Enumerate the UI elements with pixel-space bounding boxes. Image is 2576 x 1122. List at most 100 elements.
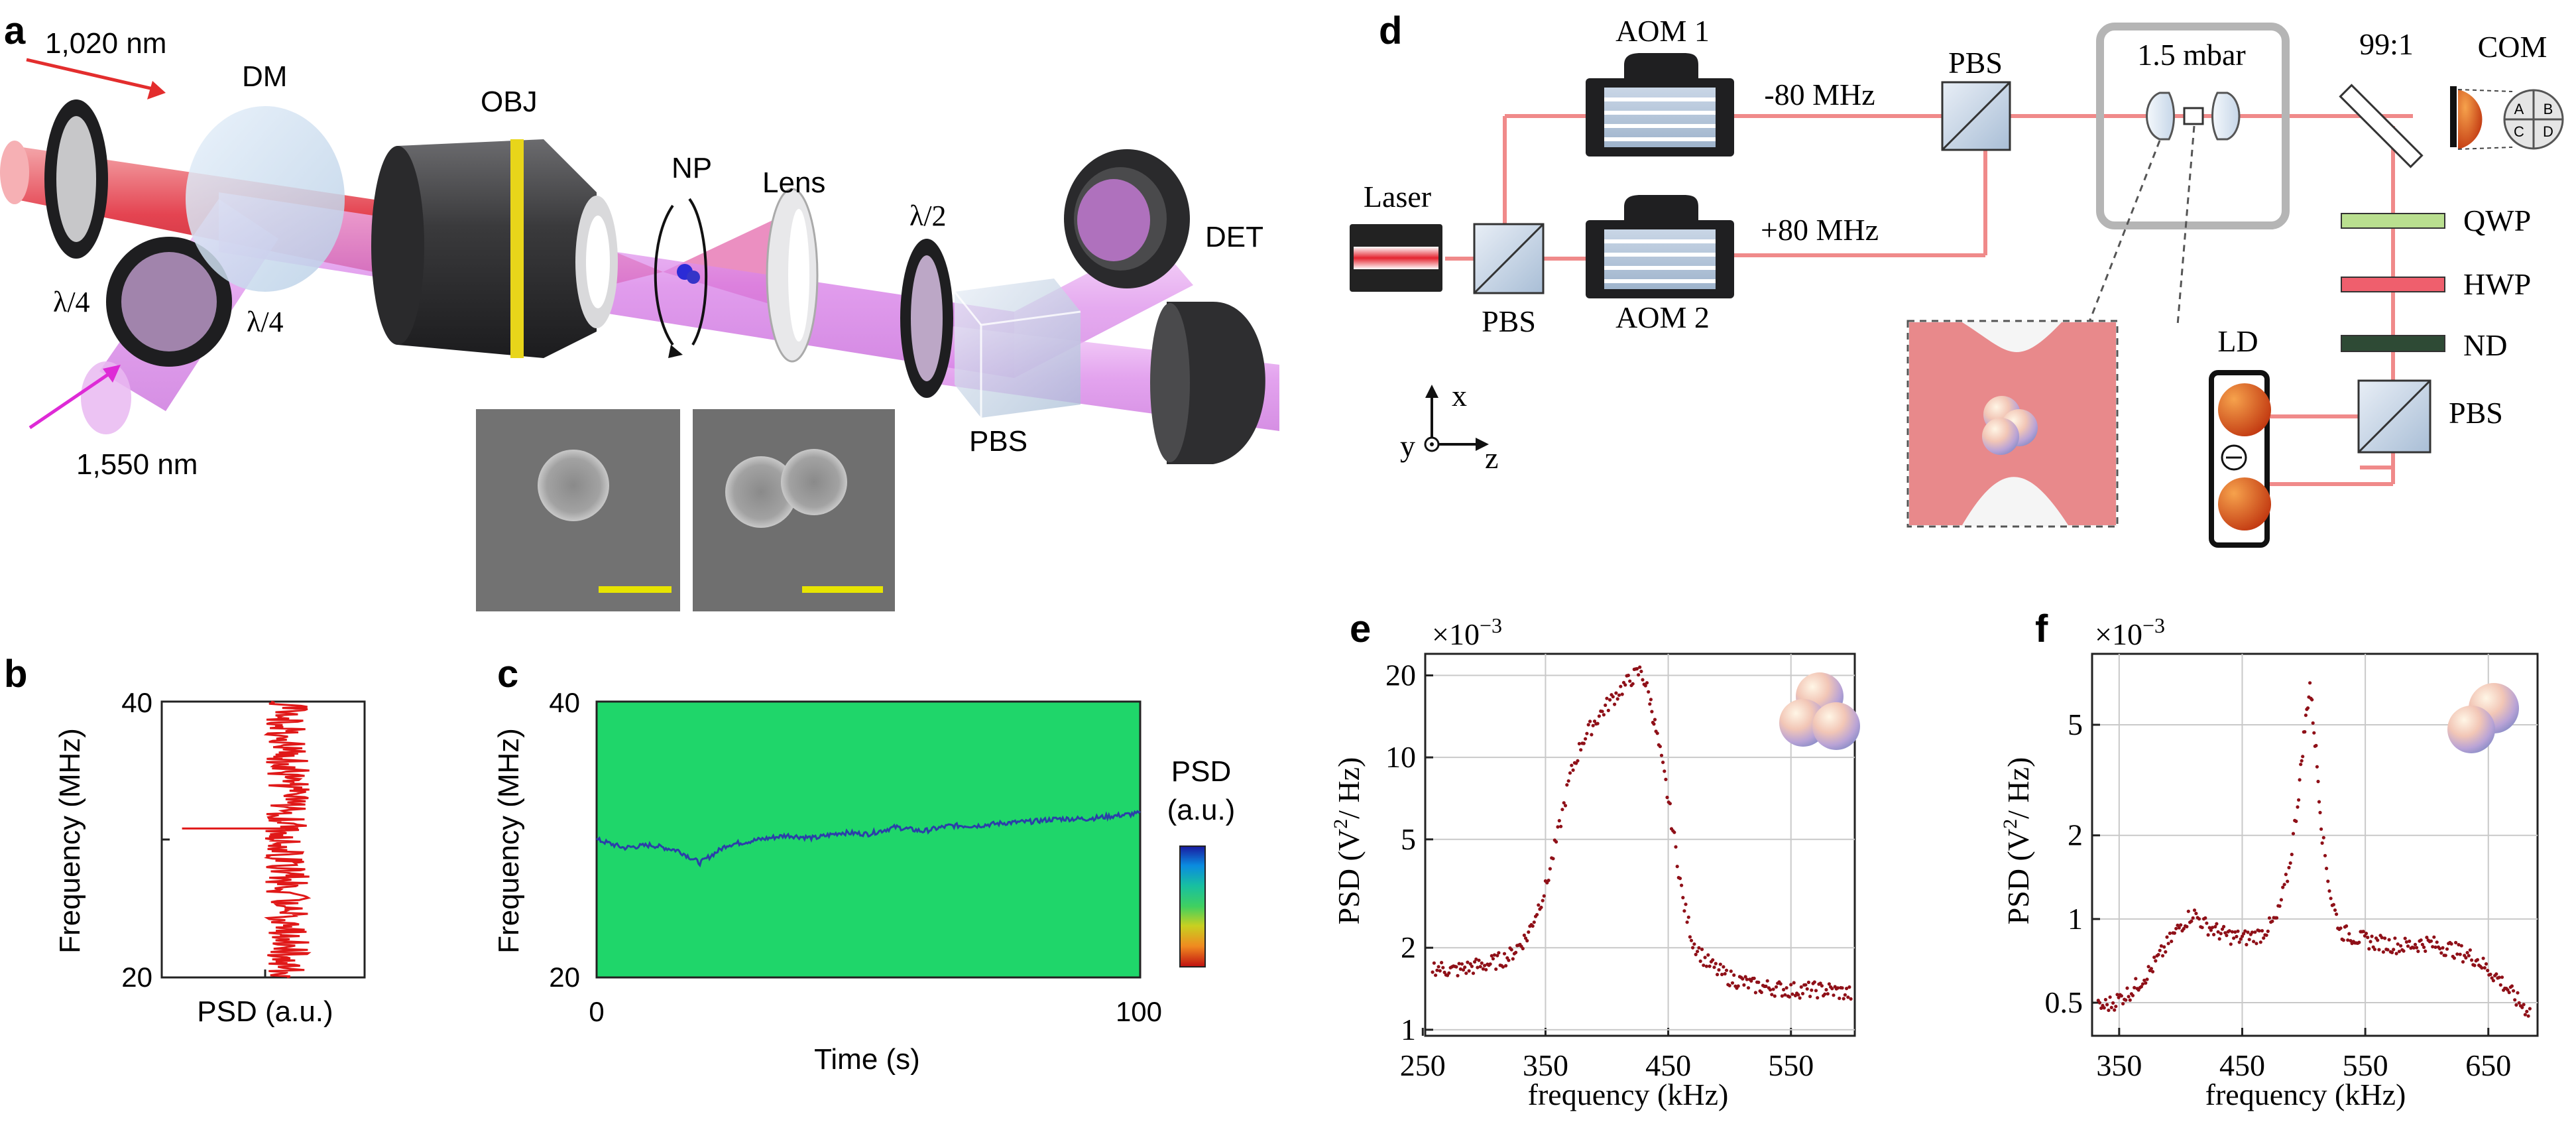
data-point <box>2186 909 2190 913</box>
panel-c-frequency-trace <box>596 810 1142 868</box>
dichroic-mirror <box>186 106 345 292</box>
data-point <box>2250 930 2254 934</box>
data-point <box>1605 696 1609 700</box>
data-point <box>1478 965 1482 969</box>
data-point <box>2525 1009 2529 1013</box>
data-point <box>2377 948 2381 952</box>
data-point <box>2520 1005 2524 1009</box>
sem-inset-single <box>476 409 680 611</box>
y-tick-label: 0.5 <box>2045 985 2083 1019</box>
data-point <box>1694 952 1698 956</box>
data-point <box>1678 877 1682 881</box>
data-point <box>1483 964 1487 967</box>
x-tick-label: 450 <box>1645 1048 1691 1082</box>
data-point <box>1501 965 1505 969</box>
data-point <box>1611 695 1615 699</box>
data-point <box>1597 714 1601 718</box>
data-point <box>1619 684 1623 688</box>
data-point <box>2514 1003 2518 1007</box>
data-point <box>1570 763 1574 767</box>
data-point <box>2246 930 2250 934</box>
data-point <box>2376 938 2380 942</box>
data-point <box>2517 1001 2521 1005</box>
data-point <box>2390 950 2394 954</box>
data-point <box>2523 1013 2527 1017</box>
data-point <box>1743 975 1747 979</box>
data-point <box>1840 986 1844 990</box>
data-point <box>1626 673 1630 678</box>
data-point <box>1579 748 1583 752</box>
data-point <box>1785 986 1788 990</box>
data-point <box>1702 964 1706 967</box>
ld-balanced-detector <box>2209 370 2271 548</box>
x-tick-label: 250 <box>1400 1048 1446 1082</box>
data-point <box>2164 950 2168 954</box>
label-pbs-top: PBS <box>1948 46 2003 80</box>
data-point <box>1441 966 1445 969</box>
data-point <box>1457 962 1461 966</box>
rotation-frequency-line <box>596 810 1142 868</box>
data-point <box>2304 714 2308 717</box>
data-point <box>1527 930 1531 934</box>
data-point <box>1620 692 1624 696</box>
data-point <box>1718 962 1722 966</box>
data-point <box>2366 936 2370 940</box>
coordinate-axes <box>1424 385 1489 452</box>
data-point <box>1661 761 1665 765</box>
data-point <box>1729 969 1733 973</box>
data-point <box>1470 964 1474 968</box>
data-point <box>1826 992 1830 996</box>
y-tick-label: 2 <box>2068 818 2083 852</box>
panel-e-multiplier: ×10−3 <box>1432 613 1502 651</box>
colorbar-label-au: (a.u.) <box>1167 794 1236 826</box>
data-point <box>1816 996 1820 1000</box>
data-point <box>2223 931 2227 935</box>
data-point <box>1614 691 1618 695</box>
data-point <box>1680 883 1684 887</box>
colorbar-label-psd: PSD <box>1171 755 1231 788</box>
data-point <box>2297 798 2301 802</box>
data-point <box>1723 971 1727 976</box>
data-point <box>2522 1003 2526 1007</box>
data-point <box>1464 971 1468 975</box>
data-point <box>1812 980 1816 984</box>
data-point <box>2326 879 2330 883</box>
scale-bar-1 <box>599 586 672 593</box>
data-point <box>2206 933 2210 937</box>
label-qwp: QWP <box>2463 204 2531 237</box>
data-point <box>1582 741 1586 745</box>
y-tick-label: 5 <box>1401 822 1416 856</box>
data-point <box>1586 723 1590 727</box>
data-point <box>2397 950 2401 954</box>
data-point <box>2429 939 2433 943</box>
data-point <box>2105 1003 2109 1007</box>
ir-arrow <box>26 58 156 92</box>
data-point <box>1431 970 1434 974</box>
label-np: NP <box>672 152 712 184</box>
data-point <box>2288 861 2292 865</box>
data-point <box>1648 702 1652 706</box>
data-point <box>2252 940 2256 944</box>
data-point <box>2367 947 2371 951</box>
data-point <box>1584 737 1588 741</box>
hwp <box>2341 277 2445 292</box>
axis-x-label: x <box>1452 379 1467 412</box>
label-1550nm: 1,550 nm <box>76 448 198 481</box>
data-point <box>2415 946 2419 950</box>
data-point <box>1481 967 1485 971</box>
data-point <box>1716 973 1720 977</box>
pbs-cube-a <box>953 279 1081 418</box>
data-point <box>1708 964 1712 968</box>
data-point <box>1606 708 1610 712</box>
data-point <box>1789 983 1793 987</box>
data-point <box>2458 952 2462 956</box>
data-point <box>1438 969 1442 973</box>
label-half-wave: λ/2 <box>909 200 947 232</box>
data-point <box>2279 898 2283 902</box>
nd-filter <box>2341 335 2445 352</box>
data-point <box>2443 954 2447 958</box>
data-point <box>1557 819 1561 823</box>
x-tick-label: 350 <box>1523 1048 1568 1082</box>
objective <box>398 139 597 358</box>
data-point <box>1471 971 1476 975</box>
